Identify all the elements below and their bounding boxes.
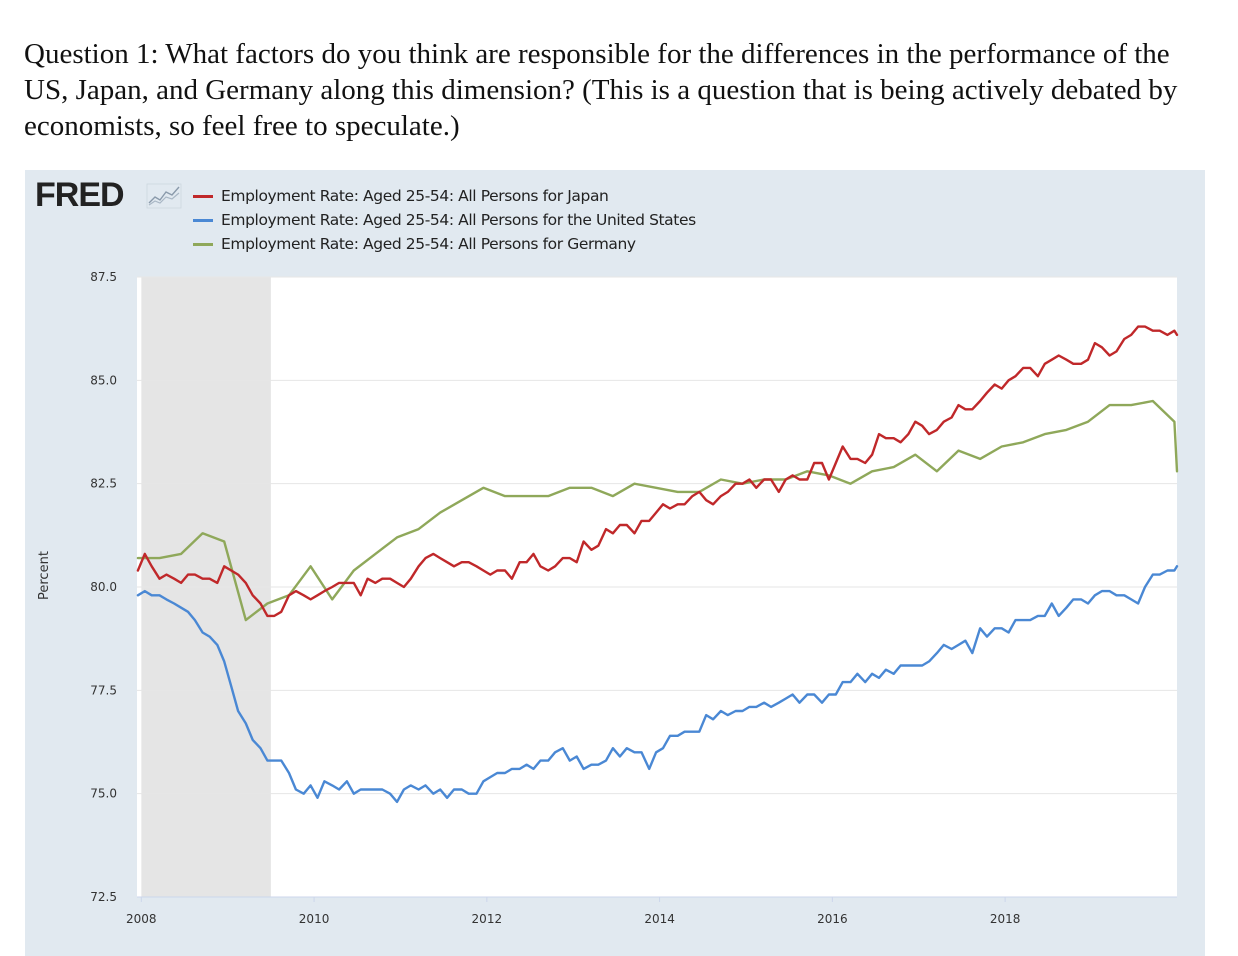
legend-label-germany: Employment Rate: Aged 25-54: All Persons… <box>221 235 636 253</box>
legend-item-germany[interactable]: Employment Rate: Aged 25-54: All Persons… <box>193 232 696 256</box>
legend-item-japan[interactable]: Employment Rate: Aged 25-54: All Persons… <box>193 184 696 208</box>
legend-swatch-germany <box>193 242 213 246</box>
series-line-germany <box>136 399 1179 622</box>
x-tick-label: 2018 <box>990 912 1021 926</box>
series-line-japan <box>136 325 1179 618</box>
x-tick-label: 2008 <box>126 912 157 926</box>
fred-logo: FRED <box>35 176 125 214</box>
legend-label-japan: Employment Rate: Aged 25-54: All Persons… <box>221 187 609 205</box>
y-tick-label: 77.5 <box>90 683 117 697</box>
y-tick-label: 72.5 <box>90 890 117 904</box>
legend-swatch-japan <box>193 194 213 198</box>
chart-legend: Employment Rate: Aged 25-54: All Persons… <box>193 184 696 256</box>
question-text: Question 1: What factors do you think ar… <box>24 38 1178 142</box>
y-tick-label: 75.0 <box>90 787 117 801</box>
y-tick-label: 80.0 <box>90 580 117 594</box>
chart-trend-icon <box>146 183 182 209</box>
x-tick-label: 2010 <box>299 912 330 926</box>
x-tick-label: 2012 <box>472 912 503 926</box>
legend-item-united-states[interactable]: Employment Rate: Aged 25-54: All Persons… <box>193 208 696 232</box>
series-line-united-states <box>136 565 1179 804</box>
x-tick-label: 2016 <box>817 912 848 926</box>
legend-label-united-states: Employment Rate: Aged 25-54: All Persons… <box>221 211 696 229</box>
y-tick-label: 87.5 <box>90 270 117 284</box>
x-tick-label: 2014 <box>644 912 675 926</box>
y-tick-label: 82.5 <box>90 477 117 491</box>
y-tick-label: 85.0 <box>90 373 117 387</box>
legend-swatch-united-states <box>193 218 213 222</box>
